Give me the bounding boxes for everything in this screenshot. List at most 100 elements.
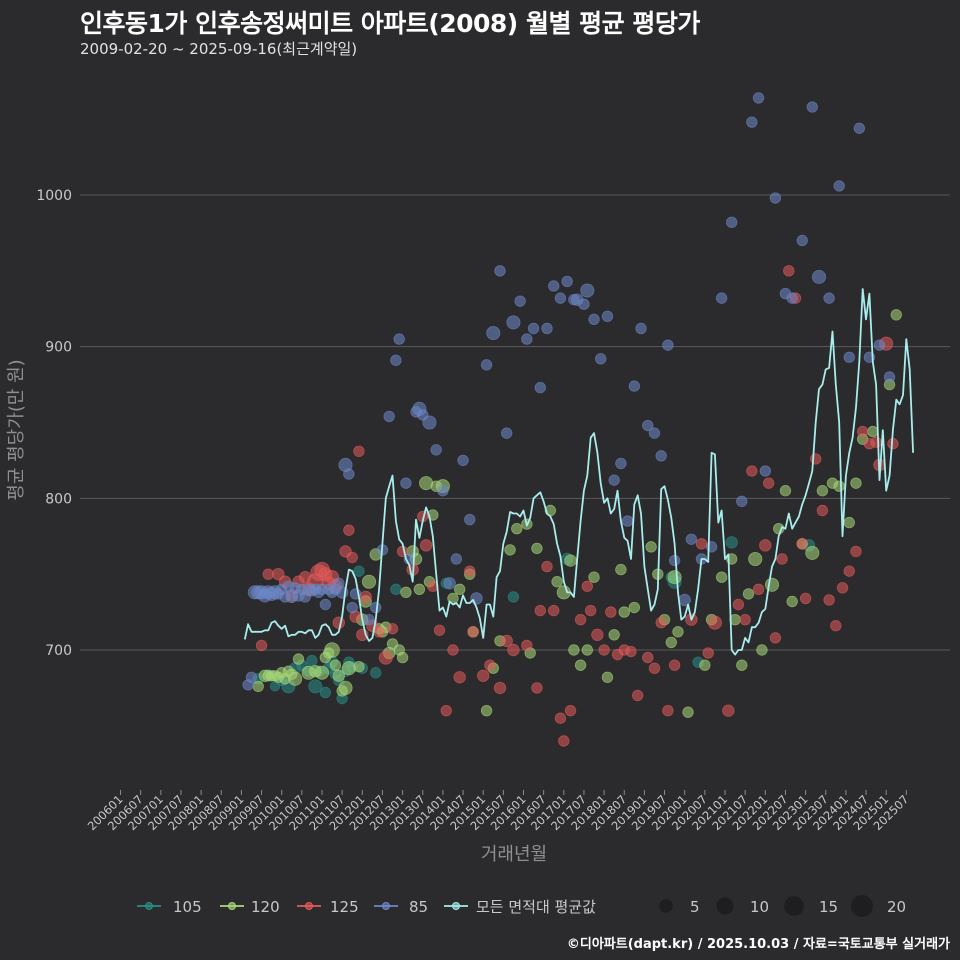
point-85 bbox=[561, 275, 573, 288]
point-125 bbox=[262, 568, 274, 580]
point-120 bbox=[843, 516, 855, 529]
y-axis-ticks: 700 800 900 1000 bbox=[36, 188, 72, 659]
legend-size-label: 10 bbox=[750, 898, 769, 916]
point-85 bbox=[480, 359, 493, 371]
point-85 bbox=[422, 415, 437, 430]
footer-credit: ©디아파트(dapt.kr) / 2025.10.03 / 자료=국토교통부 실… bbox=[566, 937, 950, 952]
point-85 bbox=[796, 234, 808, 247]
point-120 bbox=[628, 601, 641, 614]
point-85 bbox=[443, 577, 456, 590]
point-125 bbox=[531, 682, 543, 694]
point-85 bbox=[621, 515, 634, 527]
point-120 bbox=[396, 651, 409, 664]
point-85 bbox=[319, 598, 332, 611]
point-120 bbox=[601, 671, 614, 683]
point-125 bbox=[584, 604, 597, 617]
point-85 bbox=[390, 354, 402, 367]
legend-size-marker bbox=[851, 895, 873, 917]
legend-size-marker bbox=[659, 899, 673, 913]
point-120 bbox=[400, 586, 412, 599]
point-125 bbox=[625, 645, 637, 658]
point-120 bbox=[332, 669, 345, 682]
point-85 bbox=[486, 325, 501, 341]
point-120 bbox=[329, 659, 342, 671]
point-120 bbox=[715, 571, 728, 583]
point-120 bbox=[288, 671, 303, 686]
point-85 bbox=[746, 116, 758, 128]
point-120 bbox=[324, 642, 340, 658]
point-120 bbox=[531, 542, 543, 555]
point-125 bbox=[574, 613, 587, 626]
point-120 bbox=[581, 644, 593, 656]
point-120 bbox=[252, 680, 264, 693]
point-85 bbox=[501, 427, 513, 439]
point-125 bbox=[732, 598, 745, 611]
point-125 bbox=[598, 644, 610, 656]
point-120 bbox=[504, 544, 516, 556]
point-125 bbox=[558, 735, 570, 747]
point-120 bbox=[551, 576, 563, 588]
point-85 bbox=[521, 333, 533, 345]
point-85 bbox=[601, 310, 614, 323]
point-125 bbox=[796, 538, 808, 550]
point-85 bbox=[786, 292, 798, 304]
point-120 bbox=[665, 636, 677, 649]
point-125 bbox=[722, 704, 735, 717]
point-85 bbox=[370, 601, 382, 614]
point-125 bbox=[605, 606, 617, 618]
point-125 bbox=[746, 465, 758, 477]
point-125 bbox=[809, 453, 822, 465]
point-125 bbox=[500, 634, 513, 648]
point-125 bbox=[762, 477, 775, 489]
point-125 bbox=[655, 617, 667, 629]
legend-label: 120 bbox=[251, 898, 280, 916]
point-85 bbox=[759, 465, 771, 477]
point-85 bbox=[662, 339, 674, 351]
point-120 bbox=[779, 485, 792, 497]
point-125 bbox=[857, 425, 869, 438]
x-axis-ticks: 2006012006072007012007072008012008072009… bbox=[85, 790, 911, 833]
point-85 bbox=[514, 295, 526, 307]
legend-size-label: 5 bbox=[690, 898, 700, 916]
point-125 bbox=[521, 639, 533, 652]
point-85 bbox=[470, 592, 483, 605]
point-120 bbox=[480, 704, 493, 717]
point-85 bbox=[635, 322, 647, 335]
point-125 bbox=[836, 582, 849, 594]
legend-item-125: 125 bbox=[297, 898, 359, 916]
point-120 bbox=[511, 522, 523, 535]
point-120 bbox=[748, 551, 763, 567]
point-105 bbox=[353, 565, 365, 577]
point-85 bbox=[548, 280, 560, 292]
point-120 bbox=[805, 545, 820, 560]
point-120 bbox=[736, 659, 748, 671]
point-120 bbox=[890, 309, 902, 321]
point-125 bbox=[843, 565, 855, 577]
point-85 bbox=[873, 339, 886, 351]
y-tick-label: 700 bbox=[45, 643, 72, 659]
legend: 105 120 125 85 모든 면적대 평균값 5 10 15 20 bbox=[137, 895, 906, 917]
point-125 bbox=[783, 265, 795, 277]
point-85 bbox=[383, 410, 395, 423]
point-85 bbox=[554, 292, 567, 304]
point-120 bbox=[667, 570, 682, 585]
average-line bbox=[243, 288, 914, 656]
point-125 bbox=[353, 445, 365, 458]
point-85 bbox=[506, 315, 521, 330]
chart-subtitle: 2009-02-20 ~ 2025-09-16(최근계약일) bbox=[80, 40, 358, 58]
point-120 bbox=[454, 583, 466, 596]
point-120 bbox=[338, 680, 353, 695]
point-125 bbox=[759, 539, 772, 552]
point-120 bbox=[615, 563, 627, 576]
point-125 bbox=[591, 628, 604, 642]
point-125 bbox=[823, 594, 835, 606]
point-85 bbox=[437, 485, 449, 497]
point-125 bbox=[830, 620, 842, 632]
gridlines bbox=[80, 194, 950, 651]
legend-size-15: 15 bbox=[784, 896, 838, 916]
point-125 bbox=[541, 560, 553, 573]
point-125 bbox=[648, 662, 661, 674]
point-85 bbox=[363, 613, 375, 626]
point-85 bbox=[655, 450, 667, 462]
point-105 bbox=[319, 686, 332, 699]
